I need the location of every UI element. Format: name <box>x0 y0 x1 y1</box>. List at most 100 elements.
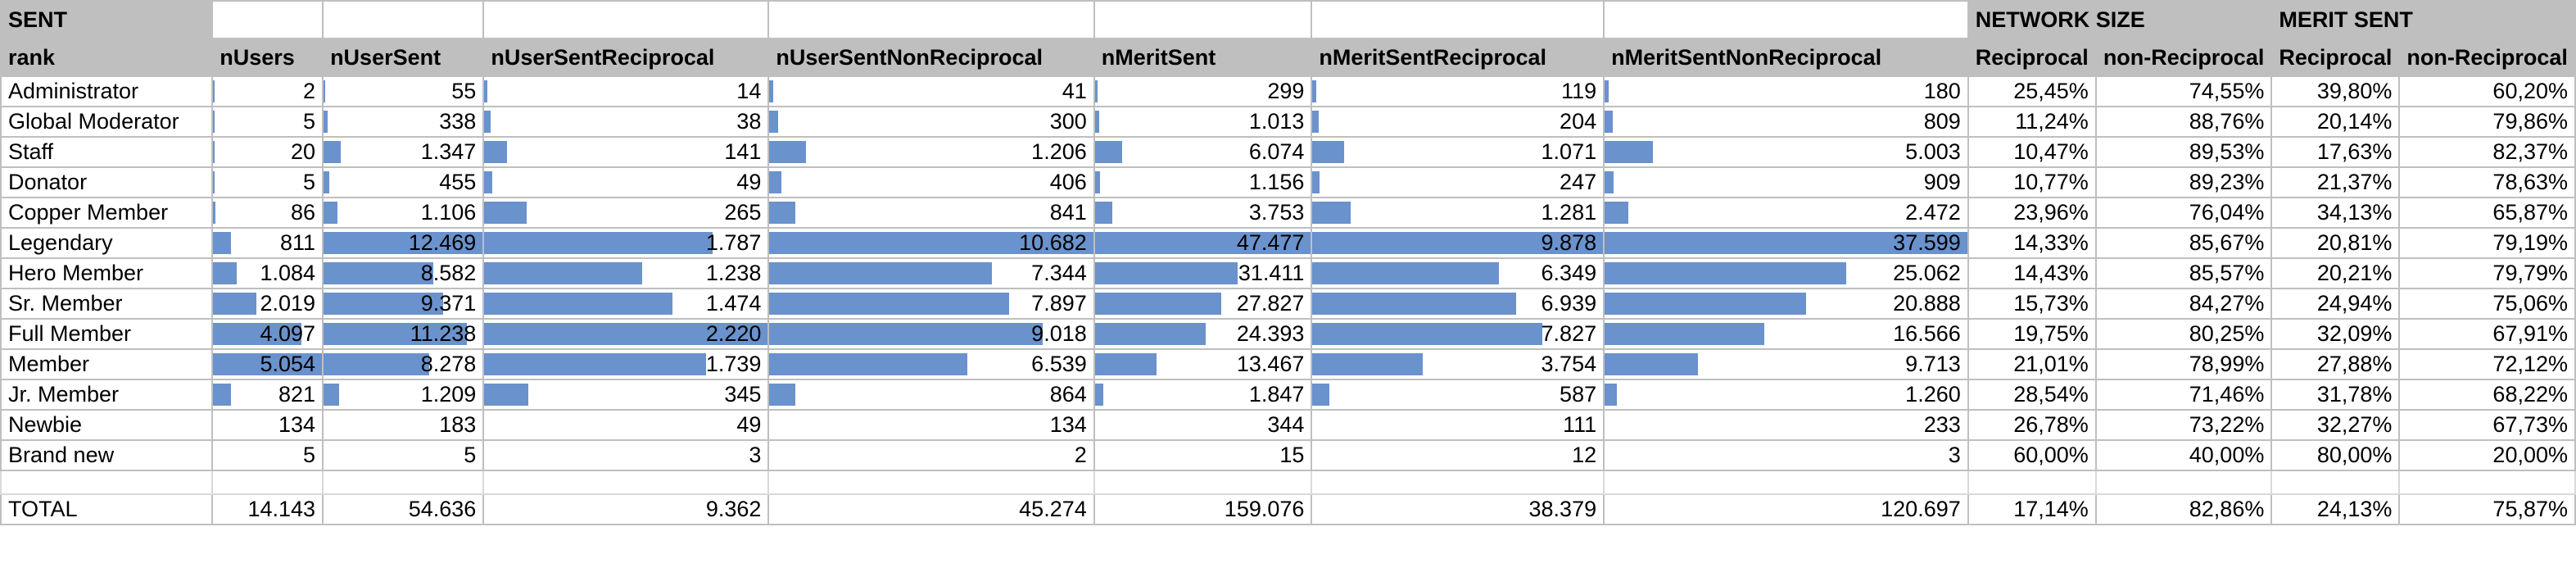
cell-n-user-sent[interactable]: 8.278 <box>322 348 485 380</box>
cell-network-reciprocal[interactable]: 10,47% <box>1967 136 2097 168</box>
cell-n-merit-sent[interactable]: 1.156 <box>1093 166 1313 198</box>
cell-n-merit-sent-non-reciprocal[interactable]: 9.713 <box>1603 348 1969 380</box>
cell-n-merit-sent-non-reciprocal[interactable]: 37.599 <box>1603 227 1969 259</box>
cell-merit-non-reciprocal[interactable]: 79,79% <box>2398 257 2576 289</box>
cell-network-reciprocal[interactable]: 11,24% <box>1967 106 2097 138</box>
cell-n-users[interactable]: 2.019 <box>211 288 324 320</box>
cell-network-reciprocal[interactable]: 21,01% <box>1967 348 2097 380</box>
cell-merit-reciprocal[interactable]: 20,21% <box>2270 257 2401 289</box>
cell-n-merit-sent-reciprocal[interactable]: 1.071 <box>1311 136 1605 168</box>
cell-rank[interactable]: Donator <box>0 166 214 198</box>
cell-n-user-sent-non-reciprocal[interactable]: 300 <box>767 106 1095 138</box>
cell-network-reciprocal[interactable]: 26,78% <box>1967 409 2097 441</box>
cell-n-merit-sent-reciprocal[interactable]: 111 <box>1311 409 1605 441</box>
cell-merit-non-reciprocal[interactable]: 68,22% <box>2398 379 2576 411</box>
cell-network-non-reciprocal[interactable]: 40,00% <box>2094 439 2273 471</box>
cell-n-merit-sent[interactable]: 15 <box>1093 439 1313 471</box>
cell-merit-reciprocal[interactable]: 80,00% <box>2270 439 2401 471</box>
cell-n-user-sent-non-reciprocal[interactable]: 406 <box>767 166 1095 198</box>
cell-n-user-sent[interactable]: 183 <box>322 409 485 441</box>
cell-n-user-sent-non-reciprocal[interactable]: 6.539 <box>767 348 1095 380</box>
cell-n-user-sent-non-reciprocal[interactable]: 10.682 <box>767 227 1095 259</box>
cell-n-users[interactable]: 1.084 <box>211 257 324 289</box>
cell-rank[interactable]: Brand new <box>0 439 214 471</box>
cell-n-user-sent[interactable]: 1.347 <box>322 136 485 168</box>
cell-n-merit-sent-reciprocal[interactable]: 9.878 <box>1311 227 1605 259</box>
cell-n-user-sent-reciprocal[interactable]: 49 <box>482 409 770 441</box>
cell-merit-non-reciprocal[interactable]: 67,91% <box>2398 318 2576 350</box>
cell-network-non-reciprocal[interactable]: 80,25% <box>2094 318 2273 350</box>
cell-network-non-reciprocal[interactable]: 84,27% <box>2094 288 2273 320</box>
cell-merit-non-reciprocal[interactable]: 67,73% <box>2398 409 2576 441</box>
cell-n-merit-sent-reciprocal[interactable]: 247 <box>1311 166 1605 198</box>
cell-n-merit-sent[interactable]: 3.753 <box>1093 197 1313 229</box>
cell-merit-non-reciprocal[interactable]: 79,19% <box>2398 227 2576 259</box>
cell-n-merit-sent[interactable]: 6.074 <box>1093 136 1313 168</box>
cell-network-non-reciprocal[interactable]: 76,04% <box>2094 197 2273 229</box>
cell-n-merit-sent-reciprocal[interactable]: 6.939 <box>1311 288 1605 320</box>
cell-rank[interactable]: Full Member <box>0 318 214 350</box>
column-header-n-users[interactable]: nUsers <box>211 38 324 77</box>
total-n-merit-sent-non-reciprocal[interactable]: 120.697 <box>1603 493 1969 525</box>
cell-network-non-reciprocal[interactable]: 74,55% <box>2094 75 2273 107</box>
column-header-merit-non-reciprocal[interactable]: non-Reciprocal <box>2398 38 2576 77</box>
total-network-non-reciprocal[interactable]: 82,86% <box>2094 493 2273 525</box>
cell-n-merit-sent-non-reciprocal[interactable]: 20.888 <box>1603 288 1969 320</box>
cell-merit-non-reciprocal[interactable]: 79,86% <box>2398 106 2576 138</box>
column-header-n-user-sent[interactable]: nUserSent <box>322 38 485 77</box>
cell-network-reciprocal[interactable]: 28,54% <box>1967 379 2097 411</box>
total-n-merit-sent-reciprocal[interactable]: 38.379 <box>1311 493 1605 525</box>
cell-rank[interactable]: Staff <box>0 136 214 168</box>
cell-n-user-sent-reciprocal[interactable]: 3 <box>482 439 770 471</box>
cell-n-merit-sent-reciprocal[interactable]: 587 <box>1311 379 1605 411</box>
cell-network-non-reciprocal[interactable]: 85,57% <box>2094 257 2273 289</box>
cell-merit-reciprocal[interactable]: 17,63% <box>2270 136 2401 168</box>
cell-network-reciprocal[interactable]: 15,73% <box>1967 288 2097 320</box>
cell-n-user-sent-non-reciprocal[interactable]: 2 <box>767 439 1095 471</box>
total-n-users[interactable]: 14.143 <box>211 493 324 525</box>
cell-n-user-sent-non-reciprocal[interactable]: 1.206 <box>767 136 1095 168</box>
cell-network-non-reciprocal[interactable]: 88,76% <box>2094 106 2273 138</box>
cell-n-merit-sent-non-reciprocal[interactable]: 180 <box>1603 75 1969 107</box>
cell-n-merit-sent-non-reciprocal[interactable]: 5.003 <box>1603 136 1969 168</box>
cell-n-merit-sent-reciprocal[interactable]: 6.349 <box>1311 257 1605 289</box>
cell-merit-reciprocal[interactable]: 24,94% <box>2270 288 2401 320</box>
cell-n-users[interactable]: 5 <box>211 106 324 138</box>
cell-network-non-reciprocal[interactable]: 71,46% <box>2094 379 2273 411</box>
total-n-user-sent-non-reciprocal[interactable]: 45.274 <box>767 493 1095 525</box>
total-n-user-sent-reciprocal[interactable]: 9.362 <box>482 493 770 525</box>
cell-n-merit-sent[interactable]: 31.411 <box>1093 257 1313 289</box>
cell-n-user-sent[interactable]: 338 <box>322 106 485 138</box>
cell-n-merit-sent[interactable]: 344 <box>1093 409 1313 441</box>
cell-n-users[interactable]: 4.097 <box>211 318 324 350</box>
cell-n-user-sent-non-reciprocal[interactable]: 41 <box>767 75 1095 107</box>
cell-rank[interactable]: Administrator <box>0 75 214 107</box>
total-network-reciprocal[interactable]: 17,14% <box>1967 493 2097 525</box>
cell-merit-reciprocal[interactable]: 21,37% <box>2270 166 2401 198</box>
cell-n-user-sent-non-reciprocal[interactable]: 134 <box>767 409 1095 441</box>
cell-n-user-sent[interactable]: 12.469 <box>322 227 485 259</box>
cell-rank[interactable]: Global Moderator <box>0 106 214 138</box>
cell-merit-non-reciprocal[interactable]: 60,20% <box>2398 75 2576 107</box>
column-header-network-reciprocal[interactable]: Reciprocal <box>1967 38 2097 77</box>
cell-n-merit-sent-reciprocal[interactable]: 3.754 <box>1311 348 1605 380</box>
total-n-user-sent[interactable]: 54.636 <box>322 493 485 525</box>
column-header-merit-reciprocal[interactable]: Reciprocal <box>2270 38 2401 77</box>
cell-n-merit-sent-non-reciprocal[interactable]: 2.472 <box>1603 197 1969 229</box>
column-header-n-merit-sent[interactable]: nMeritSent <box>1093 38 1313 77</box>
cell-n-merit-sent-reciprocal[interactable]: 204 <box>1311 106 1605 138</box>
cell-network-non-reciprocal[interactable]: 73,22% <box>2094 409 2273 441</box>
cell-n-merit-sent-reciprocal[interactable]: 7.827 <box>1311 318 1605 350</box>
network-size-header[interactable]: NETWORK SIZE <box>1967 0 2273 39</box>
cell-n-user-sent-non-reciprocal[interactable]: 7.344 <box>767 257 1095 289</box>
cell-n-merit-sent[interactable]: 299 <box>1093 75 1313 107</box>
cell-n-user-sent-non-reciprocal[interactable]: 864 <box>767 379 1095 411</box>
column-header-n-merit-sent-reciprocal[interactable]: nMeritSentReciprocal <box>1311 38 1605 77</box>
cell-merit-reciprocal[interactable]: 34,13% <box>2270 197 2401 229</box>
column-header-n-user-sent-reciprocal[interactable]: nUserSentReciprocal <box>482 38 770 77</box>
cell-merit-non-reciprocal[interactable]: 78,63% <box>2398 166 2576 198</box>
cell-merit-reciprocal[interactable]: 39,80% <box>2270 75 2401 107</box>
cell-n-users[interactable]: 5 <box>211 166 324 198</box>
cell-network-reciprocal[interactable]: 60,00% <box>1967 439 2097 471</box>
cell-n-user-sent[interactable]: 5 <box>322 439 485 471</box>
